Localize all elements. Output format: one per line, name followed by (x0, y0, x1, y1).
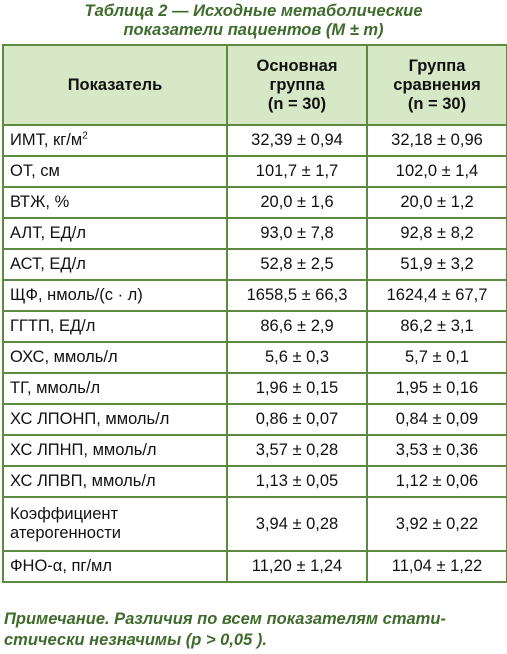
comparison-group-value: 5,7 ± 0,1 (366, 341, 507, 374)
note-line-1: Примечание. Различия по всем показателям… (4, 610, 446, 628)
comparison-group-value: 86,2 ± 3,1 (366, 310, 507, 343)
row-label: Коэффициент атерогенности (2, 496, 228, 552)
main-group-value: 93,0 ± 7,8 (226, 217, 368, 250)
row-label: ХС ЛПОНП, ммоль/л (2, 403, 228, 436)
main-group-value: 3,94 ± 0,28 (226, 496, 368, 552)
table-row: ХС ЛПНП, ммоль/л 3,57 ± 0,28 3,53 ± 0,36 (2, 434, 507, 467)
main-group-value: 0,86 ± 0,07 (226, 403, 368, 436)
table-row: ГГТП, ЕД/л 86,6 ± 2,9 86,2 ± 3,1 (2, 310, 507, 343)
metabolic-table-container: Показатель Основная группа (n = 30) Груп… (2, 44, 507, 583)
table-row: ВТЖ, % 20,0 ± 1,6 20,0 ± 1,2 (2, 186, 507, 219)
row-label: ВТЖ, % (2, 186, 228, 219)
table-row: ТГ, ммоль/л 1,96 ± 0,15 1,95 ± 0,16 (2, 372, 507, 405)
main-group-value: 5,6 ± 0,3 (226, 341, 368, 374)
row-label: ГГТП, ЕД/л (2, 310, 228, 343)
main-group-value: 32,39 ± 0,94 (226, 124, 368, 157)
table-row: ОТ, см 101,7 ± 1,7 102,0 ± 1,4 (2, 155, 507, 188)
comparison-group-value: 102,0 ± 1,4 (366, 155, 507, 188)
table-caption: Таблица 2 — Исходные метаболические пока… (0, 2, 507, 40)
row-label: ОХС, ммоль/л (2, 341, 228, 374)
main-group-value: 86,6 ± 2,9 (226, 310, 368, 343)
header-indicator: Показатель (2, 44, 228, 126)
table-header-row: Показатель Основная группа (n = 30) Груп… (2, 44, 507, 126)
row-label: АСТ, ЕД/л (2, 248, 228, 281)
comparison-group-value: 11,04 ± 1,22 (366, 550, 507, 583)
main-group-value: 1,13 ± 0,05 (226, 465, 368, 498)
row-label: ХС ЛПНП, ммоль/л (2, 434, 228, 467)
main-group-value: 1658,5 ± 66,3 (226, 279, 368, 312)
comparison-group-value: 1,95 ± 0,16 (366, 372, 507, 405)
main-group-value: 11,20 ± 1,24 (226, 550, 368, 583)
table-row: ХС ЛПОНП, ммоль/л 0,86 ± 0,07 0,84 ± 0,0… (2, 403, 507, 436)
row-label: ФНО-α, пг/мл (2, 550, 228, 583)
main-group-value: 3,57 ± 0,28 (226, 434, 368, 467)
caption-line-2: показатели пациентов (M ± m) (123, 21, 384, 39)
comparison-group-value: 1624,4 ± 67,7 (366, 279, 507, 312)
main-group-value: 101,7 ± 1,7 (226, 155, 368, 188)
comparison-group-value: 32,18 ± 0,96 (366, 124, 507, 157)
row-label: ИМТ, кг/м2 (2, 124, 228, 157)
caption-line-1: Таблица 2 — Исходные метаболические (84, 2, 423, 20)
table-row: ИМТ, кг/м2 32,39 ± 0,94 32,18 ± 0,96 (2, 124, 507, 157)
header-main-group: Основная группа (n = 30) (226, 44, 368, 126)
table-note: Примечание. Различия по всем показателям… (4, 609, 506, 651)
row-label: АЛТ, ЕД/л (2, 217, 228, 250)
comparison-group-value: 3,53 ± 0,36 (366, 434, 507, 467)
table-row: АЛТ, ЕД/л 93,0 ± 7,8 92,8 ± 8,2 (2, 217, 507, 250)
comparison-group-value: 20,0 ± 1,2 (366, 186, 507, 219)
comparison-group-value: 3,92 ± 0,22 (366, 496, 507, 552)
row-label: ОТ, см (2, 155, 228, 188)
table-row: ЩФ, нмоль/(с · л) 1658,5 ± 66,3 1624,4 ±… (2, 279, 507, 312)
table-row: ФНО-α, пг/мл 11,20 ± 1,24 11,04 ± 1,22 (2, 550, 507, 583)
table-row: Коэффициент атерогенности 3,94 ± 0,28 3,… (2, 496, 507, 552)
main-group-value: 52,8 ± 2,5 (226, 248, 368, 281)
note-line-2: стически незначимы (p > 0,05 ). (4, 631, 267, 649)
comparison-group-value: 1,12 ± 0,06 (366, 465, 507, 498)
metabolic-table: Показатель Основная группа (n = 30) Груп… (2, 44, 507, 583)
table-row: ХС ЛПВП, ммоль/л 1,13 ± 0,05 1,12 ± 0,06 (2, 465, 507, 498)
comparison-group-value: 51,9 ± 3,2 (366, 248, 507, 281)
row-label: ХС ЛПВП, ммоль/л (2, 465, 228, 498)
table-row: ОХС, ммоль/л 5,6 ± 0,3 5,7 ± 0,1 (2, 341, 507, 374)
comparison-group-value: 0,84 ± 0,09 (366, 403, 507, 436)
table-row: АСТ, ЕД/л 52,8 ± 2,5 51,9 ± 3,2 (2, 248, 507, 281)
main-group-value: 1,96 ± 0,15 (226, 372, 368, 405)
comparison-group-value: 92,8 ± 8,2 (366, 217, 507, 250)
header-comparison-group: Группа сравнения (n = 30) (366, 44, 507, 126)
row-label: ЩФ, нмоль/(с · л) (2, 279, 228, 312)
row-label: ТГ, ммоль/л (2, 372, 228, 405)
main-group-value: 20,0 ± 1,6 (226, 186, 368, 219)
